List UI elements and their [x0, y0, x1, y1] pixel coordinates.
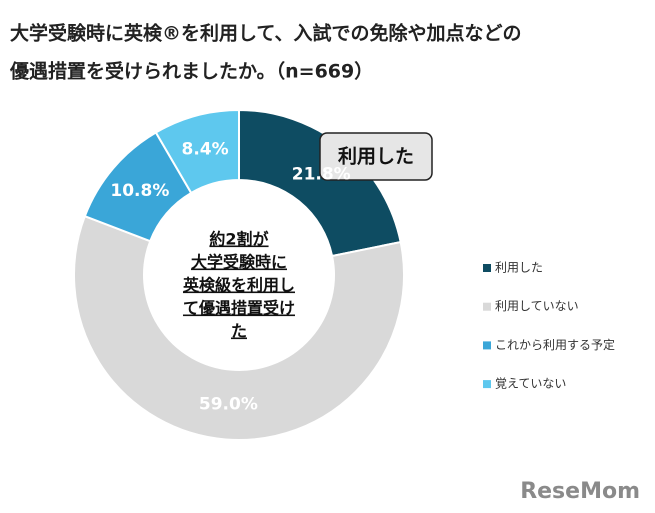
legend-label: 利用した: [495, 261, 543, 275]
chart-title: 優遇措置を受けられましたか。（n=669）: [9, 60, 373, 83]
donut-segment: [154, 108, 240, 195]
callout: 利用した: [338, 146, 414, 168]
watermark: ReseMom: [520, 479, 640, 504]
donut-segment: [238, 108, 402, 258]
legend-swatch: [483, 380, 491, 389]
legend-label: 覚えていない: [495, 377, 566, 391]
value-label: 10.8%: [110, 181, 169, 201]
donut: [73, 108, 405, 441]
donut-segment: [73, 214, 405, 441]
callout-box: [319, 132, 433, 181]
value-label: 59.0%: [199, 395, 258, 415]
legend-label: 利用していない: [495, 299, 579, 313]
legend-swatch: [483, 264, 491, 272]
center-text: た: [231, 322, 247, 341]
value-label: 8.4%: [182, 140, 229, 160]
center-text: て優遇措置受け: [183, 299, 295, 318]
value-label: 21.8%: [292, 164, 351, 184]
legend-swatch: [483, 302, 491, 311]
center-text: 英検級を利用し: [182, 276, 295, 295]
chart-title: 大学受験時に英検®を利用して、入試での免除や加点などの: [10, 22, 521, 45]
center-text: 約2割が: [209, 230, 268, 249]
legend-swatch: [483, 341, 491, 350]
legend-label: これから利用する予定: [495, 337, 615, 352]
center-text: 大学受験時に: [191, 253, 287, 272]
